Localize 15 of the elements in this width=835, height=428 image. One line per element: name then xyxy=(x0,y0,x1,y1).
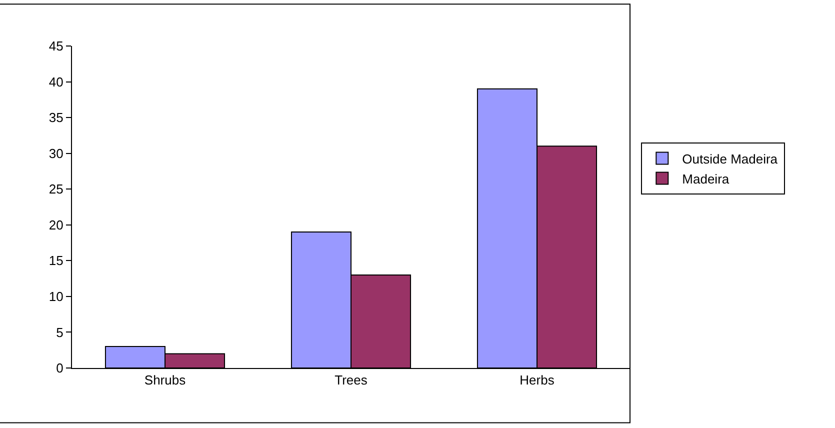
y-tick-label: 45 xyxy=(48,38,64,54)
y-tick-label: 25 xyxy=(48,182,64,197)
legend-label: Madeira xyxy=(682,171,730,186)
y-tick-label: 20 xyxy=(48,217,64,232)
x-tick-label: Shrubs xyxy=(144,372,186,388)
y-tick-label: 35 xyxy=(48,110,64,126)
x-tick-label: Trees xyxy=(334,372,368,388)
y-tick-label: 0 xyxy=(56,360,64,376)
y-tick-label: 10 xyxy=(48,288,64,304)
y-tick-label: 40 xyxy=(48,74,64,90)
legend-label: Outside Madeira xyxy=(682,151,778,166)
y-tick-label: 5 xyxy=(56,324,64,340)
y-tick-label: 15 xyxy=(48,253,64,268)
y-tick-label: 30 xyxy=(48,146,64,161)
x-tick-label: Herbs xyxy=(520,372,555,388)
